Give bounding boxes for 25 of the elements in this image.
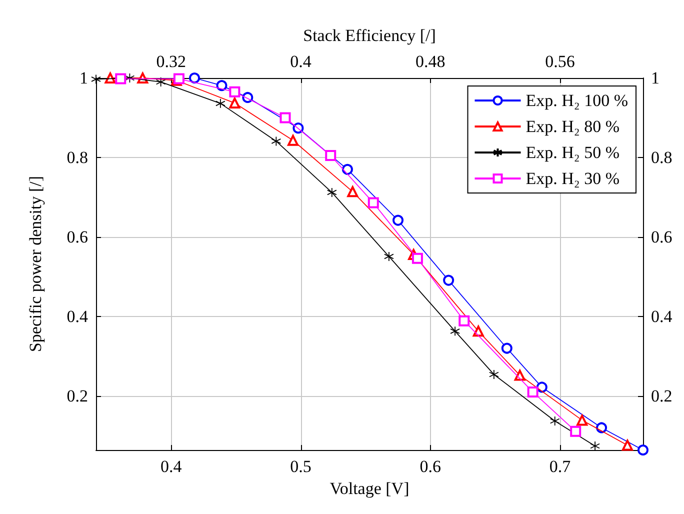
x2-tick-label: 0.56 (545, 52, 575, 71)
x2-tick-label: 0.32 (156, 52, 186, 71)
y-tick-label: 0.6 (66, 227, 88, 246)
x2-axis-title: Stack Efficiency [/] (303, 26, 436, 45)
legend-label: Exp. H₂ 50 % (526, 143, 620, 162)
x-axis-title: Voltage [V] (330, 479, 410, 498)
y-tick-label: 0.4 (66, 306, 88, 326)
y2-tick-label: 0.6 (651, 227, 672, 246)
legend-label: Exp. H₂ 100 % (526, 91, 628, 110)
y2-tick-label: 1 (651, 68, 660, 88)
y-tick-label: 1 (80, 68, 88, 88)
y2-tick-label: 0.8 (651, 148, 672, 167)
x-tick-label: 0.6 (420, 457, 442, 476)
x2-tick-label: 0.4 (290, 52, 312, 71)
y-axis-title: Specific power density [/] (26, 176, 45, 352)
y-tick-label: 0.8 (66, 148, 88, 167)
x-tick-label: 0.5 (290, 457, 312, 476)
y-tick-label: 0.2 (66, 386, 88, 406)
x-tick-label: 0.7 (549, 457, 572, 476)
legend-label: Exp. H₂ 80 % (526, 117, 620, 136)
x2-tick-label: 0.48 (416, 52, 446, 71)
x-tick-label: 0.4 (160, 457, 182, 476)
y2-tick-label: 0.2 (651, 386, 672, 406)
y2-tick-label: 0.4 (651, 306, 673, 326)
legend-label: Exp. H₂ 30 % (526, 169, 620, 188)
